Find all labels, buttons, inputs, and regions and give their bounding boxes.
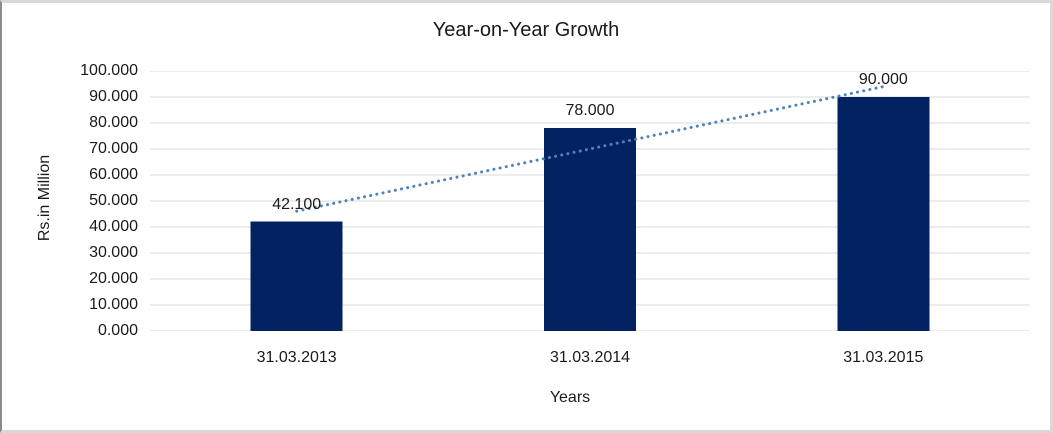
bar — [837, 97, 930, 331]
y-tick-label: 70.000 — [89, 140, 138, 157]
bar-data-label: 78.000 — [565, 102, 615, 120]
trendline — [295, 85, 885, 213]
y-tick-label: 40.000 — [89, 218, 138, 235]
y-tick-label: 100.000 — [80, 62, 138, 79]
bar-data-label: 42.100 — [272, 195, 322, 213]
bar-data-label: 90.000 — [858, 71, 908, 88]
y-tick-label: 50.000 — [89, 192, 138, 209]
bar — [544, 128, 636, 331]
x-tick-label: 31.03.2013 — [256, 349, 337, 366]
x-tick-label: 31.03.2015 — [843, 349, 924, 366]
y-tick-label: 30.000 — [89, 244, 138, 261]
y-tick-label: 80.000 — [89, 114, 138, 131]
y-tick-label: 90.000 — [89, 88, 138, 105]
chart-title: Year-on-Year Growth — [432, 19, 620, 41]
x-axis-title: Years — [549, 389, 591, 406]
y-tick-label: 10.000 — [89, 296, 138, 313]
x-tick-label: 31.03.2014 — [549, 349, 631, 366]
y-tick-label: 0.000 — [97, 322, 138, 339]
y-tick-label: 20.000 — [89, 270, 138, 287]
bar — [250, 221, 343, 331]
y-tick-label: 60.000 — [89, 166, 138, 183]
plot-area — [150, 71, 1030, 331]
